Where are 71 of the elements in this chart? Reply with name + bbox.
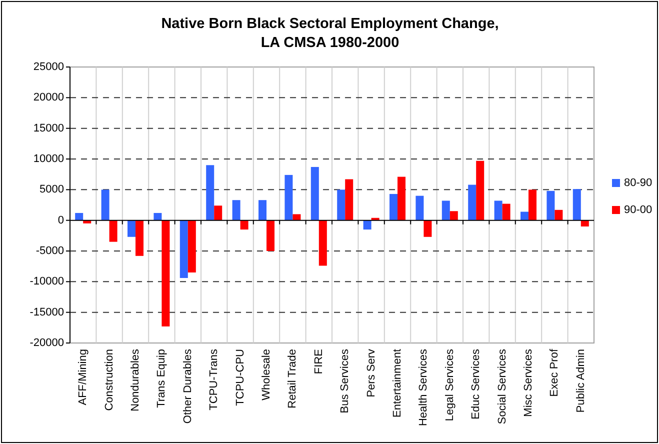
x-tick-label: Wholesale bbox=[260, 349, 272, 400]
bar bbox=[136, 220, 144, 256]
bar bbox=[398, 176, 406, 220]
bar bbox=[284, 174, 293, 220]
bar bbox=[494, 200, 502, 220]
bar bbox=[502, 204, 510, 220]
x-tick-label: Public Admin bbox=[574, 349, 587, 413]
bar bbox=[450, 211, 458, 220]
x-tick-label: Misc Services bbox=[522, 348, 534, 417]
y-tick-label: -5000 bbox=[36, 245, 64, 257]
y-tick-label: -20000 bbox=[30, 337, 64, 349]
bar bbox=[162, 220, 170, 326]
y-tick-label: -10000 bbox=[30, 276, 64, 288]
y-tick-label: 0 bbox=[58, 214, 64, 226]
y-tick-label: 10000 bbox=[33, 153, 64, 165]
bar bbox=[442, 200, 450, 220]
bar bbox=[128, 220, 136, 237]
x-tick-label: Social Services bbox=[496, 348, 508, 424]
x-tick-label: Legal Services bbox=[444, 348, 456, 422]
x-tick-label: TCPU-CPU bbox=[234, 348, 246, 406]
bar bbox=[580, 220, 589, 226]
bar bbox=[232, 200, 240, 220]
x-tick-label: FIRE bbox=[312, 349, 325, 374]
bar bbox=[258, 200, 266, 220]
bar bbox=[337, 190, 346, 220]
bar bbox=[546, 190, 555, 220]
legend-label: 80-90 bbox=[624, 177, 652, 189]
x-tick-label: Construction bbox=[103, 349, 116, 411]
x-tick-label: AFF/Mining bbox=[77, 349, 90, 406]
bar bbox=[214, 206, 222, 220]
bar bbox=[109, 220, 118, 242]
legend-label: 90-00 bbox=[624, 204, 652, 216]
bar bbox=[416, 196, 424, 220]
bar bbox=[390, 194, 398, 220]
x-tick-label: Health Services bbox=[418, 348, 430, 426]
x-tick-label: Retail Trade bbox=[286, 349, 299, 408]
y-tick-label: 5000 bbox=[40, 184, 64, 196]
bar bbox=[154, 212, 162, 220]
x-tick-label: Nondurables bbox=[130, 348, 142, 412]
x-tick-label: Bus Services bbox=[339, 348, 352, 414]
bar bbox=[572, 189, 581, 220]
y-tick-label: 25000 bbox=[33, 61, 64, 73]
x-tick-label: Educ Services bbox=[470, 348, 482, 420]
bar bbox=[266, 220, 274, 251]
bar bbox=[528, 190, 536, 220]
x-tick-label: Exec Prof bbox=[548, 348, 561, 397]
bar bbox=[424, 220, 432, 237]
bar bbox=[206, 165, 214, 220]
y-tick-label: 15000 bbox=[33, 122, 64, 134]
y-tick-label: -15000 bbox=[30, 306, 64, 318]
chart-title: Native Born Black Sectoral Employment Change, LA CMSA 1980-2000 bbox=[161, 16, 499, 51]
y-tick-label: 20000 bbox=[33, 92, 64, 104]
bar bbox=[520, 212, 528, 220]
x-tick-label: Trans Equip bbox=[156, 349, 168, 408]
x-tick-label: TCPU-Trans bbox=[208, 348, 220, 410]
bar bbox=[468, 184, 476, 220]
x-tick-label: Pers Serv bbox=[365, 348, 378, 398]
x-tick-label: Entertainment bbox=[392, 349, 404, 418]
x-tick-label: Other Durables bbox=[182, 348, 194, 424]
bar bbox=[310, 166, 319, 220]
bar bbox=[75, 212, 84, 220]
bar bbox=[180, 220, 188, 278]
bar bbox=[318, 220, 327, 266]
bar bbox=[101, 190, 110, 220]
bar bbox=[188, 220, 196, 272]
bar bbox=[292, 214, 301, 220]
bar bbox=[476, 160, 484, 220]
bar bbox=[345, 179, 354, 220]
bar bbox=[240, 220, 248, 230]
bar bbox=[554, 210, 563, 220]
bar bbox=[363, 220, 372, 230]
